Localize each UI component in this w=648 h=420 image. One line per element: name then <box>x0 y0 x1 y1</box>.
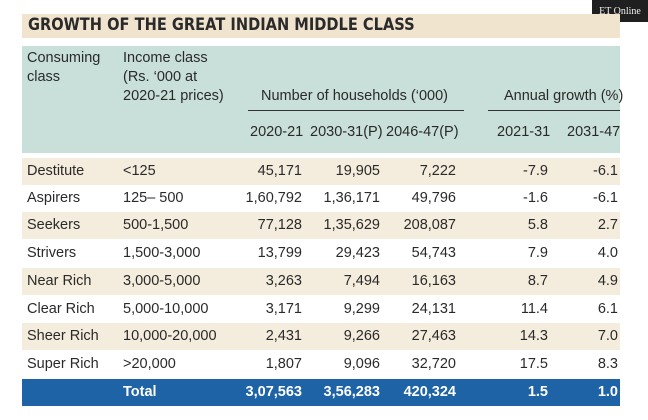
header-col-2046-47: 2046-47(P) <box>386 124 459 140</box>
cell-income: 10,000-20,000 <box>123 328 217 344</box>
table-row-sheer-rich: Sheer Rich 10,000-20,000 2,431 9,266 27,… <box>22 323 620 350</box>
cell-growth-2021-31: -7.9 <box>523 163 548 179</box>
cell-households-2020: 1,60,792 <box>245 190 302 206</box>
table-title: GROWTH OF THE GREAT INDIAN MIDDLE CLASS <box>28 15 415 35</box>
table-row-seekers: Seekers 500-1,500 77,128 1,35,629 208,08… <box>22 212 620 239</box>
cell-households-2030: 9,299 <box>343 301 380 317</box>
cell-households-2020: 13,799 <box>257 245 302 261</box>
cell-households-2020: 3,263 <box>265 273 302 289</box>
cell-households-2030: 9,096 <box>343 356 380 372</box>
table-row-near-rich: Near Rich 3,000-5,000 3,263 7,494 16,163… <box>22 268 620 295</box>
cell-income: 500-1,500 <box>123 217 189 233</box>
cell-households-2030: 9,266 <box>343 328 380 344</box>
cell-households-2020: 1,807 <box>265 356 302 372</box>
table-row-destitute: Destitute <125 45,171 19,905 7,222 -7.9 … <box>22 158 620 185</box>
cell-class: Aspirers <box>27 190 81 206</box>
cell-class: Near Rich <box>27 273 92 289</box>
cell-households-2046: 49,796 <box>411 190 456 206</box>
cell-growth-2031-47: 8.3 <box>597 356 618 372</box>
cell-households-2046: 27,463 <box>411 328 456 344</box>
cell-growth-2021-31: 14.3 <box>519 328 548 344</box>
cell-total-households-2046: 420,324 <box>403 384 456 400</box>
cell-growth-2031-47: 2.7 <box>597 217 618 233</box>
table-header: Consuming class Income class (Rs. ‘000 a… <box>22 46 624 153</box>
cell-households-2046: 7,222 <box>419 163 456 179</box>
cell-households-2020: 45,171 <box>257 163 302 179</box>
cell-growth-2031-47: 7.0 <box>597 328 618 344</box>
cell-growth-2031-47: -6.1 <box>593 163 618 179</box>
cell-income: 5,000-10,000 <box>123 301 209 317</box>
cell-growth-2031-47: -6.1 <box>593 190 618 206</box>
header-consuming-class: Consuming class <box>27 50 101 85</box>
cell-class: Clear Rich <box>27 301 95 317</box>
table-row-clear-rich: Clear Rich 5,000-10,000 3,171 9,299 24,1… <box>22 296 620 323</box>
cell-income: 125– 500 <box>123 190 184 206</box>
cell-income: 3,000-5,000 <box>123 273 201 289</box>
households-group-rule <box>248 110 464 111</box>
cell-households-2046: 16,163 <box>411 273 456 289</box>
header-col-2030-31: 2030-31(P) <box>310 124 383 140</box>
cell-total-label: Total <box>123 384 157 400</box>
header-income-class: Income class (Rs. ‘000 at 2020-21 prices… <box>123 50 224 104</box>
cell-households-2030: 1,35,629 <box>323 217 380 233</box>
cell-growth-2021-31: 11.4 <box>520 301 548 317</box>
table-row-total: Total 3,07,563 3,56,283 420,324 1.5 1.0 <box>22 379 620 406</box>
cell-income: >20,000 <box>123 356 176 372</box>
cell-income: 1,500-3,000 <box>123 245 201 261</box>
cell-households-2020: 77,128 <box>257 217 302 233</box>
cell-growth-2031-47: 4.9 <box>597 273 618 289</box>
header-col-2021-31: 2021-31 <box>497 124 551 140</box>
cell-growth-2021-31: 5.8 <box>527 217 548 233</box>
cell-class: Destitute <box>27 163 85 179</box>
cell-growth-2031-47: 6.1 <box>597 301 618 317</box>
cell-growth-2021-31: 7.9 <box>527 245 548 261</box>
header-growth-group: Annual growth (%) <box>504 88 624 104</box>
cell-total-growth-2021-31: 1.5 <box>527 384 548 400</box>
header-col-2020-21: 2020-21 <box>250 124 304 140</box>
cell-total-growth-2031-47: 1.0 <box>597 384 618 400</box>
growth-group-rule <box>488 110 620 111</box>
cell-class: Super Rich <box>27 356 99 372</box>
cell-households-2030: 7,494 <box>343 273 380 289</box>
cell-households-2030: 29,423 <box>335 245 380 261</box>
table-row-super-rich: Super Rich >20,000 1,807 9,096 32,720 17… <box>22 351 620 378</box>
title-bar: GROWTH OF THE GREAT INDIAN MIDDLE CLASS <box>22 14 620 38</box>
cell-total-households-2030: 3,56,283 <box>323 384 380 400</box>
header-households-group: Number of households (‘000) <box>261 88 448 104</box>
cell-growth-2021-31: 17.5 <box>519 356 548 372</box>
cell-growth-2021-31: -1.6 <box>523 190 548 206</box>
table-row-strivers: Strivers 1,500-3,000 13,799 29,423 54,74… <box>22 240 620 267</box>
cell-households-2030: 1,36,171 <box>323 190 380 206</box>
cell-households-2046: 24,131 <box>411 301 456 317</box>
cell-households-2030: 19,905 <box>335 163 380 179</box>
cell-class: Sheer Rich <box>27 328 99 344</box>
cell-households-2046: 208,087 <box>403 217 456 233</box>
cell-households-2046: 32,720 <box>411 356 456 372</box>
table-row-aspirers: Aspirers 125– 500 1,60,792 1,36,171 49,7… <box>22 185 620 212</box>
cell-total-households-2020: 3,07,563 <box>245 384 302 400</box>
cell-households-2020: 2,431 <box>265 328 302 344</box>
cell-income: <125 <box>123 163 156 179</box>
cell-households-2020: 3,171 <box>265 301 302 317</box>
cell-growth-2021-31: 8.7 <box>527 273 548 289</box>
cell-households-2046: 54,743 <box>411 245 456 261</box>
header-col-2031-47: 2031-47 <box>567 124 621 140</box>
cell-growth-2031-47: 4.0 <box>597 245 618 261</box>
cell-class: Strivers <box>27 245 77 261</box>
cell-class: Seekers <box>27 217 81 233</box>
